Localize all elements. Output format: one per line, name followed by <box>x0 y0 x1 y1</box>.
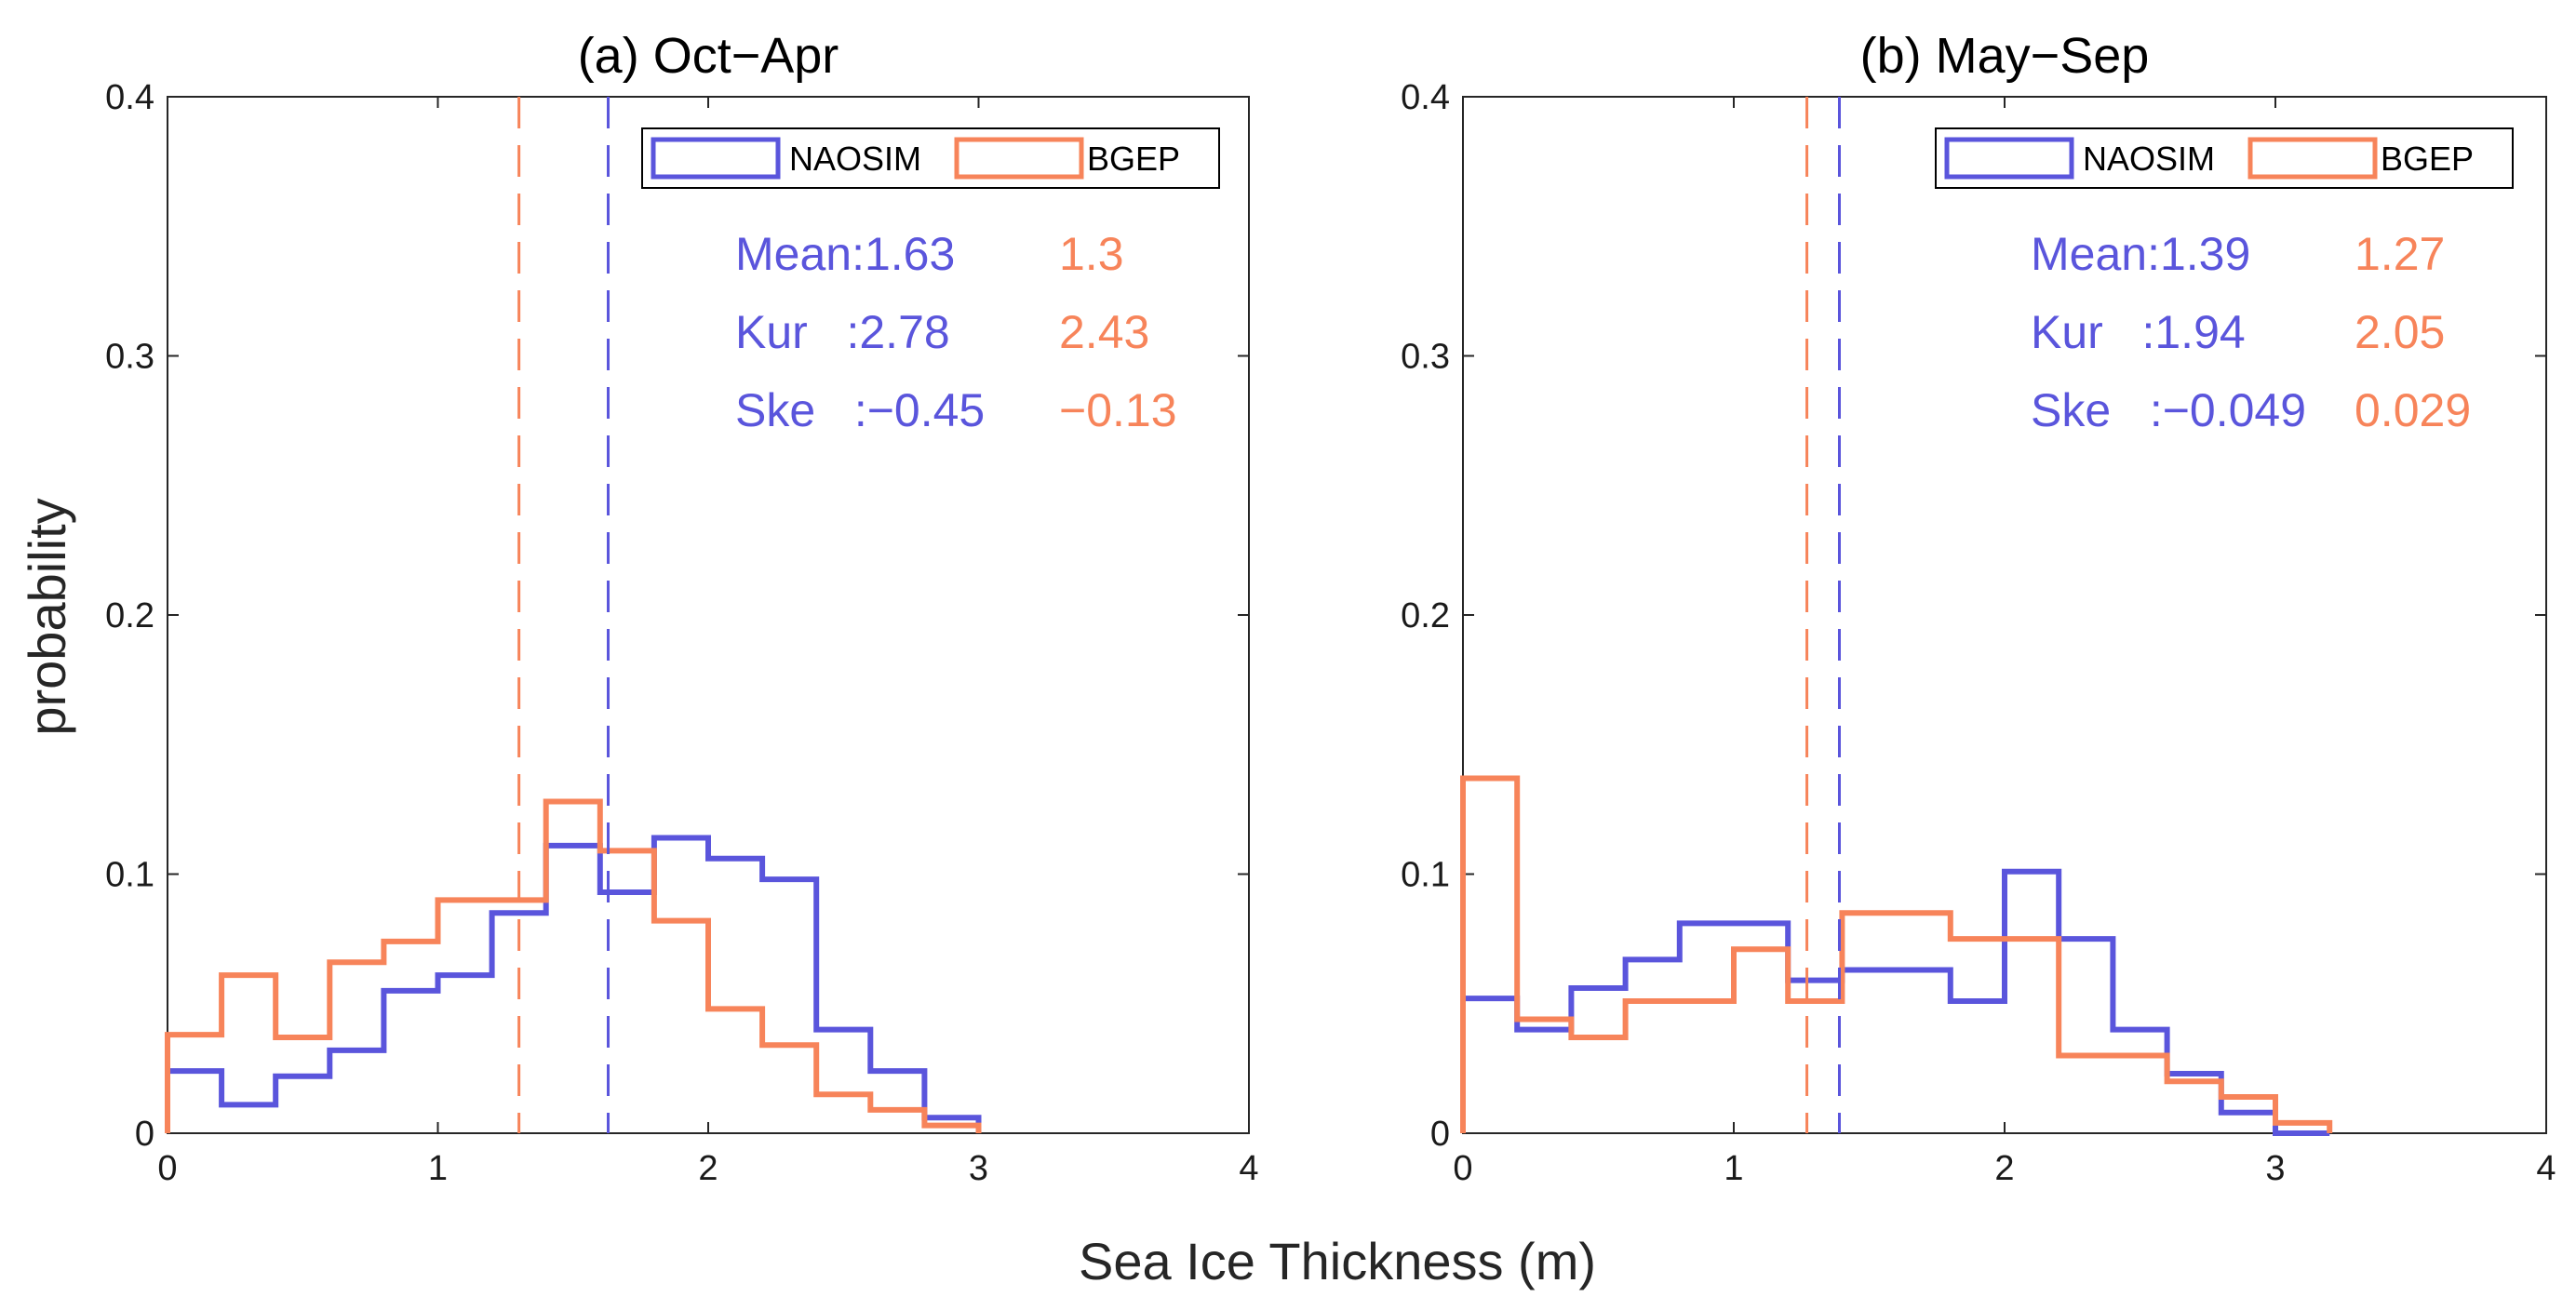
stat-bgep-value: 0.029 <box>2355 384 2471 436</box>
y-tick-label: 0.4 <box>1401 78 1450 117</box>
chart-title: (a) Oct−Apr <box>578 28 839 84</box>
y-tick-label: 0.3 <box>105 338 154 377</box>
x-tick-label: 0 <box>1453 1149 1472 1188</box>
legend: NAOSIM BGEP <box>641 127 1220 189</box>
histogram-bgep <box>1460 775 2333 1133</box>
stat-naosim-row: Kur :1.94 <box>2031 306 2246 358</box>
x-tick-label: 2 <box>698 1149 718 1188</box>
stat-naosim-row: Ske :−0.45 <box>735 384 985 436</box>
stat-bgep-value: 2.43 <box>1059 306 1149 358</box>
x-axis-label: Sea Ice Thickness (m) <box>1079 1232 1596 1290</box>
x-tick-label: 2 <box>1994 1149 2014 1188</box>
chart-title: (b) May−Sep <box>1860 28 2150 84</box>
stat-naosim-row: Mean:1.63 <box>735 228 955 280</box>
y-axis-label: probability <box>18 498 76 735</box>
y-tick-label: 0 <box>1430 1115 1450 1154</box>
legend-swatch-naosim <box>1944 137 2074 180</box>
x-tick-label: 4 <box>2536 1149 2556 1188</box>
y-tick-label: 0.2 <box>105 596 154 635</box>
x-tick-label: 1 <box>428 1149 448 1188</box>
histogram-bgep <box>165 798 982 1133</box>
x-tick-label: 3 <box>2265 1149 2285 1188</box>
legend-swatch-bgep <box>2247 137 2378 180</box>
stat-bgep-value: −0.13 <box>1059 384 1177 436</box>
stat-naosim-row: Ske :−0.049 <box>2031 384 2306 436</box>
stat-naosim-row: Kur :2.78 <box>735 306 950 358</box>
legend-label-bgep: BGEP <box>2381 140 2474 178</box>
y-tick-label: 0.3 <box>1401 338 1450 377</box>
legend-swatch-bgep <box>954 137 1084 180</box>
y-tick-label: 0.2 <box>1401 596 1450 635</box>
y-tick-label: 0.1 <box>105 856 154 895</box>
x-tick-label: 4 <box>1239 1149 1258 1188</box>
legend-label-bgep: BGEP <box>1087 140 1180 178</box>
stat-naosim-row: Mean:1.39 <box>2031 228 2250 280</box>
panel-may-sep: (b) May−Sep 0 1 2 3 4 0 0.1 0.2 0.3 0.4 NAOSIM BGEP M… <box>1401 28 2556 1188</box>
y-tick-label: 0.1 <box>1401 856 1450 895</box>
panel-oct-apr: (a) Oct−Apr 0 1 2 3 4 0 0.1 0.2 0.3 0.4 NAOSIM BGEP M… <box>105 28 1258 1188</box>
stat-bgep-value: 2.05 <box>2355 306 2445 358</box>
legend: NAOSIM BGEP <box>1935 127 2514 189</box>
legend-label-naosim: NAOSIM <box>789 140 921 178</box>
histogram-naosim <box>165 835 982 1133</box>
stat-bgep-value: 1.3 <box>1059 228 1124 280</box>
y-tick-label: 0 <box>135 1115 154 1154</box>
legend-label-naosim: NAOSIM <box>2083 140 2215 178</box>
y-tick-label: 0.4 <box>105 78 154 117</box>
x-tick-label: 0 <box>157 1149 177 1188</box>
stat-bgep-value: 1.27 <box>2355 228 2445 280</box>
x-tick-label: 1 <box>1724 1149 1743 1188</box>
legend-swatch-naosim <box>651 137 781 180</box>
x-tick-label: 3 <box>969 1149 988 1188</box>
